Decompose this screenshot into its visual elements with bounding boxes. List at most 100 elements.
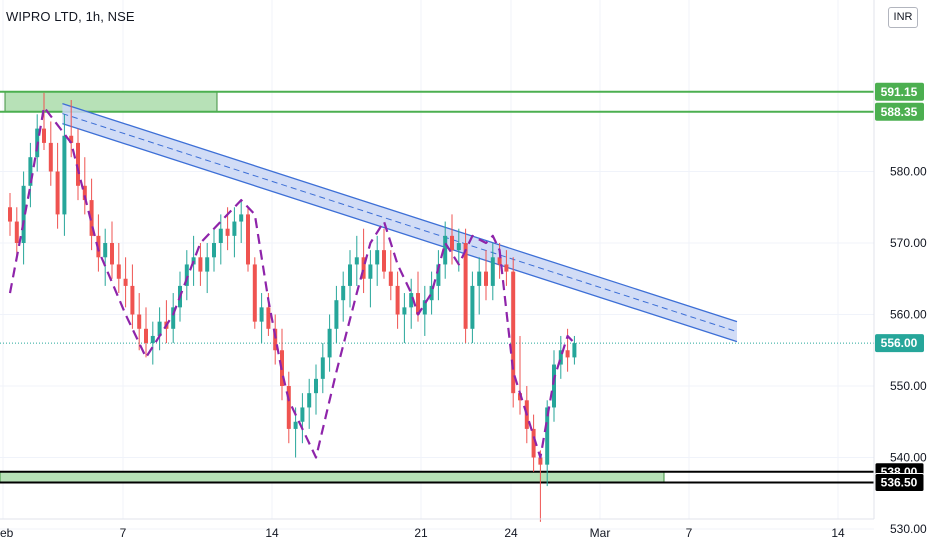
- candle: [157, 307, 162, 351]
- candle-body: [103, 243, 108, 258]
- resistance-zone-box[interactable]: [4, 91, 218, 113]
- candle-body: [477, 271, 482, 286]
- price-tag-bg: [875, 82, 924, 101]
- candle-body: [558, 350, 563, 365]
- candle-body: [205, 257, 210, 272]
- candle-body: [334, 300, 339, 329]
- candle-body: [21, 185, 26, 243]
- candle-body: [62, 135, 67, 215]
- candle: [110, 221, 114, 279]
- candle: [62, 114, 67, 236]
- candle: [484, 250, 488, 301]
- candle-body: [171, 307, 176, 329]
- y-tick-label: 560.00: [890, 308, 927, 322]
- candle: [382, 228, 386, 279]
- candle: [490, 243, 495, 301]
- y-tick-label: 550.00: [890, 379, 927, 393]
- candle: [252, 257, 257, 329]
- candle: [368, 250, 373, 308]
- support-zone-box[interactable]: [0, 471, 665, 484]
- candle-body: [511, 271, 516, 394]
- candle-body: [212, 243, 216, 258]
- candle: [463, 228, 468, 344]
- candle-body: [545, 407, 550, 465]
- candle: [388, 250, 393, 301]
- candle-body: [252, 264, 257, 322]
- trend-channel[interactable]: [62, 102, 738, 343]
- candle: [55, 142, 60, 229]
- candle: [477, 257, 482, 315]
- zone-layer: [0, 90, 874, 484]
- candle-body: [565, 350, 570, 358]
- candle-body: [76, 142, 80, 186]
- candle-body: [382, 250, 386, 272]
- price-tag-bg: [875, 334, 924, 353]
- candle-body: [266, 307, 271, 329]
- candle-body: [443, 235, 448, 265]
- y-tick-label: 580.00: [890, 165, 927, 179]
- candle: [307, 378, 312, 429]
- projection-path[interactable]: [8, 106, 576, 459]
- projection-path-layer: [8, 106, 576, 459]
- candle: [504, 250, 509, 286]
- candle-body: [42, 128, 46, 143]
- candle: [531, 414, 536, 472]
- candle-body: [456, 243, 461, 251]
- y-tick-label: 530.00: [890, 522, 927, 536]
- candle-body: [531, 428, 536, 458]
- candle: [450, 214, 454, 265]
- candle: [150, 321, 155, 365]
- candle: [82, 157, 87, 215]
- candle: [184, 250, 189, 301]
- x-tick-label: 14: [831, 526, 845, 540]
- candle: [354, 235, 359, 286]
- candle: [300, 393, 305, 444]
- candle-body: [497, 257, 502, 265]
- candle-body: [273, 328, 278, 351]
- channel-lower-line[interactable]: [62, 122, 738, 343]
- candle: [239, 200, 244, 243]
- candle-body: [8, 207, 12, 222]
- channel-upper-line[interactable]: [62, 102, 738, 323]
- time-axis[interactable]: Feb 7 14 21 24 Mar 7 14: [0, 526, 845, 540]
- candle: [409, 278, 414, 329]
- x-tick-label: 21: [414, 526, 428, 540]
- candle: [48, 121, 53, 186]
- candle: [558, 335, 563, 379]
- candle: [103, 228, 108, 286]
- candle: [470, 271, 475, 344]
- candle: [341, 271, 346, 322]
- price-tag-bg: [875, 102, 924, 121]
- candle: [116, 243, 121, 294]
- x-tick-label: 14: [265, 526, 279, 540]
- candle: [144, 307, 148, 358]
- candle: [429, 271, 434, 315]
- price-tag-resistance: 591.15: [875, 82, 924, 101]
- candle: [361, 228, 366, 294]
- candle: [293, 407, 298, 458]
- candle-body: [484, 271, 488, 286]
- currency-button[interactable]: INR: [888, 7, 918, 28]
- candle: [348, 250, 352, 308]
- candle-body: [225, 228, 230, 236]
- price-axis[interactable]: 530.00 540.00 550.00 560.00 570.00 580.00: [890, 165, 927, 537]
- candle: [395, 271, 400, 329]
- candle-body: [191, 257, 196, 265]
- candle-body: [429, 285, 434, 301]
- candle: [191, 235, 196, 286]
- x-tick-label: 7: [120, 526, 127, 540]
- candle-body: [538, 457, 543, 465]
- candle-body: [55, 171, 60, 215]
- price-tag-label: 591.15: [881, 85, 918, 99]
- x-tick-label: 7: [686, 526, 693, 540]
- x-tick-label: 24: [504, 526, 518, 540]
- candle-body: [69, 135, 74, 143]
- candle-body: [463, 243, 468, 329]
- candle-body: [14, 221, 19, 243]
- candle: [572, 335, 577, 365]
- candle-body: [123, 278, 128, 286]
- price-tag-support: 536.50: [874, 473, 925, 493]
- candle-body: [552, 364, 556, 408]
